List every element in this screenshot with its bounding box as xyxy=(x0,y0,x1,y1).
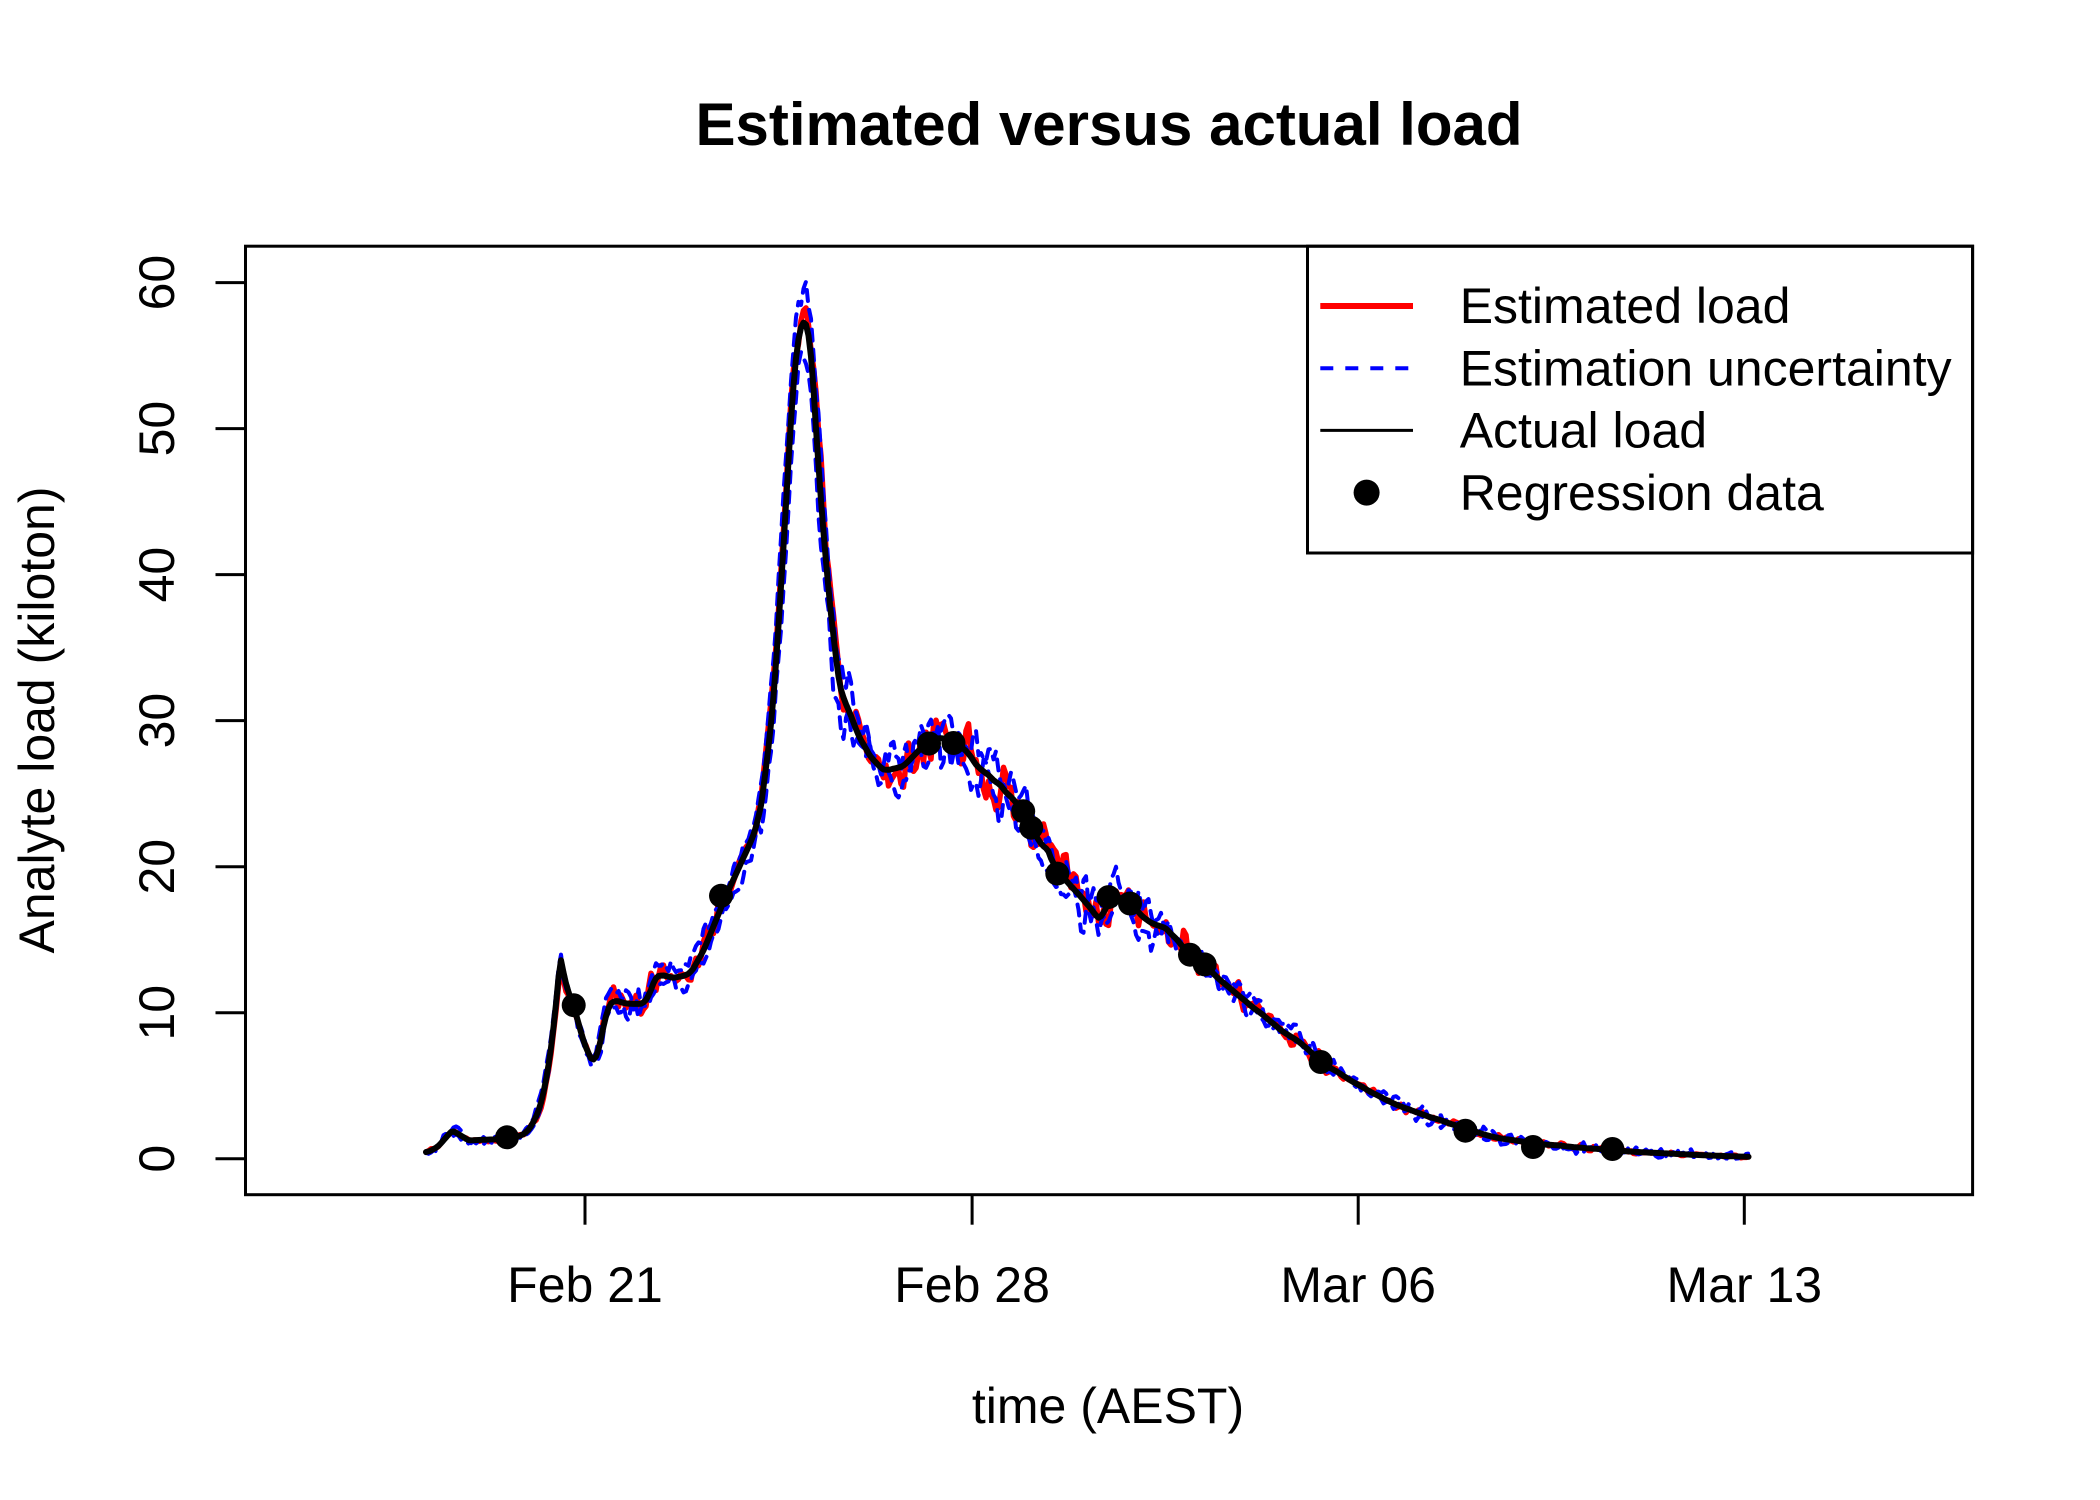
svg-text:Estimation uncertainty: Estimation uncertainty xyxy=(1460,340,1952,396)
svg-text:Feb 21: Feb 21 xyxy=(507,1257,663,1313)
svg-text:10: 10 xyxy=(129,985,185,1041)
svg-text:Analyte load (kiloton): Analyte load (kiloton) xyxy=(9,487,65,954)
svg-text:Mar 13: Mar 13 xyxy=(1666,1257,1822,1313)
svg-text:Mar 06: Mar 06 xyxy=(1280,1257,1436,1313)
svg-text:Feb 28: Feb 28 xyxy=(894,1257,1050,1313)
svg-text:0: 0 xyxy=(129,1145,185,1173)
svg-text:60: 60 xyxy=(129,255,185,311)
svg-text:time (AEST): time (AEST) xyxy=(972,1378,1244,1434)
svg-text:Actual load: Actual load xyxy=(1460,403,1707,459)
svg-text:Estimated versus actual load: Estimated versus actual load xyxy=(696,91,1523,158)
svg-text:50: 50 xyxy=(129,401,185,457)
svg-text:Regression data: Regression data xyxy=(1460,465,1824,521)
svg-text:30: 30 xyxy=(129,693,185,749)
svg-text:40: 40 xyxy=(129,547,185,603)
svg-text:20: 20 xyxy=(129,839,185,895)
svg-text:Estimated load: Estimated load xyxy=(1460,278,1791,334)
